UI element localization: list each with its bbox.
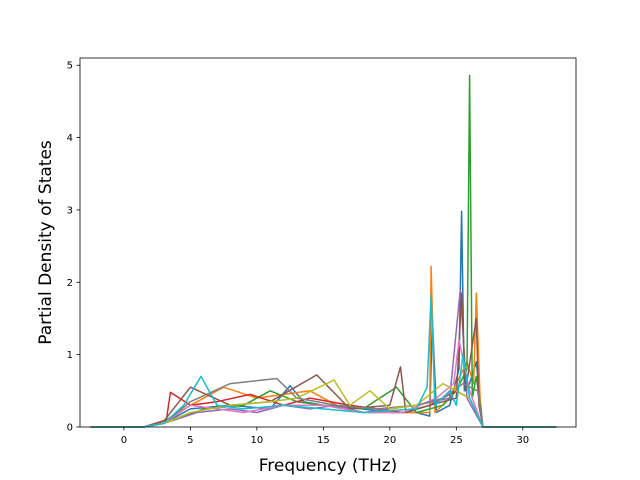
y-tick-label: 5 [67,61,73,72]
y-axis-ticks: 0 1 2 3 4 5 [67,61,80,434]
series-line-6 [90,292,557,428]
series-line-9 [90,379,557,428]
series-line-1 [90,210,557,428]
x-axis-ticks: 0 5 10 15 20 25 30 [121,427,529,446]
x-tick-label: 0 [121,435,127,446]
x-tick-label: 5 [187,435,193,446]
y-tick-label: 3 [67,205,73,216]
series-layer [90,74,557,428]
y-axis-label: Partial Density of States [36,140,56,345]
series-line-3 [90,74,557,428]
plot-frame [79,57,577,428]
series-line-7 [90,339,557,428]
y-tick-label: 0 [67,423,73,434]
x-tick-label: 25 [450,435,463,446]
x-axis-label: Frequency (THz) [259,456,398,476]
x-tick-label: 20 [383,435,396,446]
series-line-10 [90,294,557,428]
x-tick-label: 10 [250,435,263,446]
series-line-5 [90,288,557,428]
y-tick-label: 2 [67,278,73,289]
y-tick-label: 4 [67,133,73,144]
y-tick-label: 1 [67,350,73,361]
x-tick-label: 30 [516,435,529,446]
x-tick-label: 15 [317,435,330,446]
